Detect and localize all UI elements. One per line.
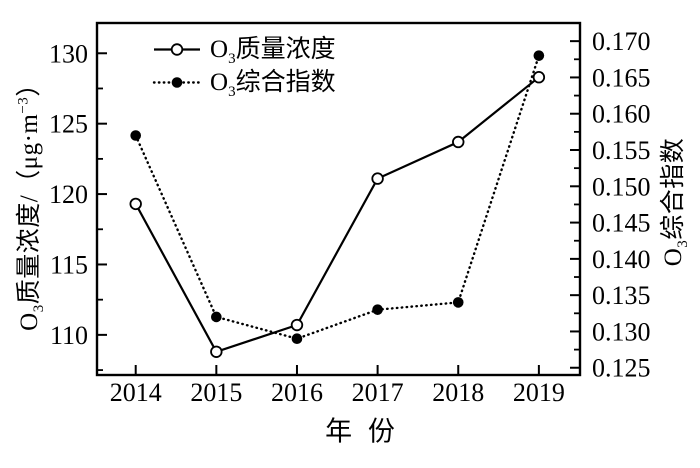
left-tick-label: 120 — [49, 180, 88, 209]
legend1-prefix: O — [210, 36, 229, 63]
data-point-index-2015 — [211, 311, 222, 323]
legend1-subscript: 3 — [228, 51, 236, 67]
right-tick-label: 0.160 — [592, 100, 651, 129]
x-axis-title: 年 份 — [325, 416, 395, 447]
left-axis-title: O3质量浓度/（μg·m−3） — [9, 71, 47, 331]
x-tick-label: 2016 — [271, 378, 323, 407]
data-point-index-2018 — [452, 297, 464, 308]
right-tick-label: 0.150 — [592, 172, 651, 201]
legend-item-index: O3综合指数 — [151, 66, 336, 100]
x-tick-label: 2014 — [110, 378, 162, 407]
left-axis-title-unit: 质量浓度/（μg·m — [16, 113, 43, 305]
data-point-index-2016 — [291, 333, 303, 345]
right-axis-title-main: 综合指数 — [660, 137, 687, 240]
legend-sample-dotted-filled-circle — [152, 77, 202, 88]
plot-frame — [95, 21, 582, 377]
data-point-concentration-2017 — [371, 172, 384, 185]
legend-item-concentration: O3质量浓度 — [151, 33, 336, 67]
data-point-concentration-2019 — [532, 71, 546, 84]
right-axis-title-subscript: 3 — [675, 239, 691, 248]
legend-marker-sample — [171, 77, 183, 88]
legend-label-index: O3综合指数 — [210, 69, 336, 100]
legend-marker-sample — [170, 43, 184, 56]
legend1-main: 质量浓度 — [235, 36, 336, 63]
legend-label-concentration: O3质量浓度 — [210, 36, 336, 67]
data-point-concentration-2016 — [290, 318, 304, 332]
right-axis-title: O3综合指数 — [653, 137, 691, 267]
left-axis-title-superscript: −3 — [15, 96, 32, 114]
right-tick-label: 0.145 — [592, 209, 651, 238]
data-point-concentration-2014 — [129, 197, 142, 211]
legend: O3质量浓度 O3综合指数 — [151, 33, 336, 100]
x-tick-label: 2018 — [432, 378, 484, 407]
series-line-index — [134, 54, 541, 340]
left-tick-label: 110 — [50, 321, 88, 350]
right-axis-title-text: O — [660, 247, 687, 267]
left-axis-title-paren: ） — [16, 71, 43, 97]
data-point-index-2017 — [372, 304, 383, 315]
right-tick-label: 0.125 — [592, 354, 651, 383]
right-tick-label: 0.135 — [592, 281, 651, 310]
legend2-main: 综合指数 — [235, 69, 336, 96]
left-tick-label: 125 — [49, 110, 88, 139]
series-line-concentration — [134, 76, 540, 354]
legend2-subscript: 3 — [228, 84, 236, 100]
left-tick-label: 115 — [50, 250, 88, 279]
data-point-index-2019 — [533, 50, 545, 61]
x-tick-label: 2017 — [352, 378, 404, 407]
left-axis-title-text: O — [16, 312, 43, 331]
data-point-concentration-2015 — [210, 345, 223, 358]
right-tick-label: 0.155 — [592, 136, 651, 165]
right-tick-label: 0.140 — [592, 245, 651, 274]
left-tick-label: 130 — [49, 39, 88, 68]
right-tick-label: 0.130 — [592, 317, 651, 346]
left-axis-title-subscript: 3 — [31, 304, 47, 313]
right-tick-label: 0.165 — [592, 63, 651, 92]
right-tick-label: 0.170 — [592, 27, 651, 56]
x-tick-label: 2015 — [190, 378, 242, 407]
x-tick-label: 2019 — [513, 378, 565, 407]
data-point-index-2014 — [130, 130, 142, 141]
legend2-prefix: O — [210, 69, 229, 96]
legend-sample-solid-open-circle — [154, 43, 200, 56]
data-point-concentration-2018 — [452, 135, 465, 149]
